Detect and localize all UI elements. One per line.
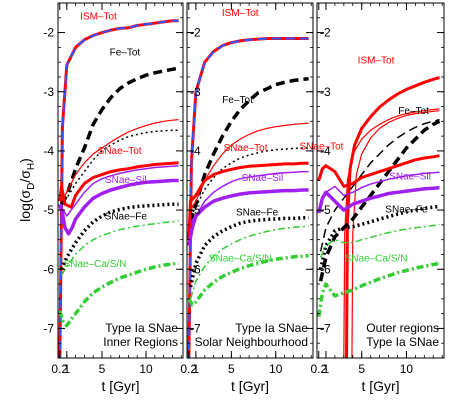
- y-tick-label: -4: [320, 144, 331, 158]
- x-tick-label: 0.2: [180, 362, 197, 376]
- series-line-9: [318, 204, 440, 270]
- series-line-10: [319, 224, 440, 258]
- series-label: SNae–Fe: [385, 204, 428, 215]
- series-label: SNae–Sil: [105, 175, 147, 186]
- series-line-10: [189, 225, 309, 300]
- x-axis-label: t [Gyr]: [101, 378, 139, 394]
- series-line-11: [317, 261, 440, 317]
- series-label: ISM–Tot: [358, 55, 395, 66]
- series-line-6: [317, 154, 440, 188]
- chart-panels: -2-3-4-5-6-70.21 5 10t [Gyr]ISM–TotFe–TotS…: [43, 2, 445, 394]
- panel-annotation: Type Ia SNae: [105, 321, 178, 335]
- y-tick-label: -6: [320, 262, 331, 276]
- series-line-5: [189, 147, 309, 217]
- panel-annotation: Solar Neighbourhood: [195, 335, 308, 349]
- x-tick-label: 5: [358, 362, 365, 376]
- series-line-4: [60, 119, 179, 202]
- x-tick-label: 10: [139, 362, 153, 376]
- panel-annotation: Type Ia SNae: [366, 335, 439, 349]
- series-line-8: [317, 185, 440, 214]
- series-line-7: [60, 164, 179, 217]
- y-tick-label: -6: [43, 262, 54, 276]
- series-line-3: [351, 110, 440, 358]
- series-label: SNae–Tot: [224, 143, 268, 154]
- series-label: Fe–Tot: [398, 106, 429, 117]
- x-tick-label: 10: [400, 362, 414, 376]
- series-line-8: [58, 178, 179, 236]
- series-label: SNae–Ca/S/N: [345, 254, 408, 265]
- series-label: SNae–Sil: [389, 171, 431, 182]
- series-line-11: [187, 253, 309, 307]
- y-tick-label: -7: [320, 321, 331, 335]
- y-tick-label: -6: [190, 262, 201, 276]
- x-tick-label: 5: [99, 362, 106, 376]
- x-tick-label: 5: [228, 362, 235, 376]
- series-label: Fe–Tot: [222, 95, 253, 106]
- series-group: [58, 19, 179, 358]
- series-line-3: [188, 76, 309, 223]
- y-tick-label: -4: [43, 144, 54, 158]
- series-line-8: [187, 188, 309, 246]
- series-label: SNae–Ca/S/N: [64, 259, 127, 270]
- y-tick-label: -7: [43, 321, 54, 335]
- x-tick-label: 0.2: [310, 362, 327, 376]
- series-line-3: [59, 66, 179, 206]
- panel-annotation: Outer regions: [366, 321, 439, 335]
- panel-annotation: Type Ia SNae: [235, 321, 308, 335]
- x-axis-label: t [Gyr]: [361, 378, 399, 394]
- series-label: SNae–Fe: [236, 207, 279, 218]
- series-line-7: [319, 171, 440, 205]
- x-axis-label: t [Gyr]: [231, 378, 269, 394]
- series-line-9: [59, 202, 179, 271]
- x-tick-label: 10: [269, 362, 283, 376]
- x-tick-label: 0.2: [51, 362, 68, 376]
- y-tick-label: -2: [43, 26, 54, 40]
- series-line-2: [343, 108, 440, 358]
- series-line-2: [187, 37, 309, 358]
- series-label: SNae–Sil: [242, 173, 284, 184]
- series-line-7: [189, 170, 309, 223]
- series-line-11: [58, 261, 179, 328]
- series-line-6: [187, 161, 309, 240]
- series-label: ISM–Tot: [80, 12, 117, 23]
- panel-3: -2 -3 -4 -5 -6 -7 0.21 5 10t [Gyr] ISM–Tot Fe–Tot S…: [300, 2, 445, 394]
- series-line-2: [58, 19, 179, 358]
- x-tick-label: 1: [323, 362, 330, 376]
- y-tick-label: -3: [190, 85, 201, 99]
- series-line-4: [318, 119, 441, 282]
- y-tick-label: -3: [320, 85, 331, 99]
- series-group: [317, 76, 441, 358]
- panel-2: -2 -3 -4 -5 -6 -7 0.21 5 10t [Gyr] ISM–Tot Fe–Tot S…: [180, 2, 314, 394]
- x-tick-label: 1: [63, 362, 70, 376]
- series-line-10: [60, 219, 179, 276]
- series-label: Fe–Tot: [110, 48, 141, 59]
- series-label: SNae–Ca/S/N: [209, 254, 272, 265]
- y-tick-label: -4: [190, 144, 201, 158]
- series-line-1: [187, 37, 309, 358]
- series-label: ISM–Tot: [222, 8, 259, 19]
- series-label: SNae–Tot: [98, 146, 142, 157]
- series-line-4: [189, 122, 309, 211]
- series-line-9: [188, 216, 309, 288]
- y-tick-label: -5: [190, 203, 201, 217]
- series-line-5: [60, 129, 179, 205]
- x-tick-label: 1: [193, 362, 200, 376]
- y-tick-label: -5: [320, 203, 331, 217]
- series-label: SNae–Tot: [300, 142, 344, 153]
- panel-1: -2 -3 -4 -5 -6 -7 0.21 5 10t [Gyr] ISM–Tot Fe–Tot S…: [43, 2, 184, 394]
- y-tick-label: -2: [320, 26, 331, 40]
- panel-annotation: Inner Regions: [103, 335, 178, 349]
- y-axis-label: log(σD/σH): [17, 158, 37, 222]
- y-tick-label: -7: [190, 321, 201, 335]
- y-tick-label: -3: [43, 85, 54, 99]
- series-group: [187, 37, 309, 358]
- y-tick-label: -2: [190, 26, 201, 40]
- series-label: SNae–Fe: [105, 212, 148, 223]
- y-tick-label: -5: [43, 203, 54, 217]
- series-line-6: [58, 161, 179, 209]
